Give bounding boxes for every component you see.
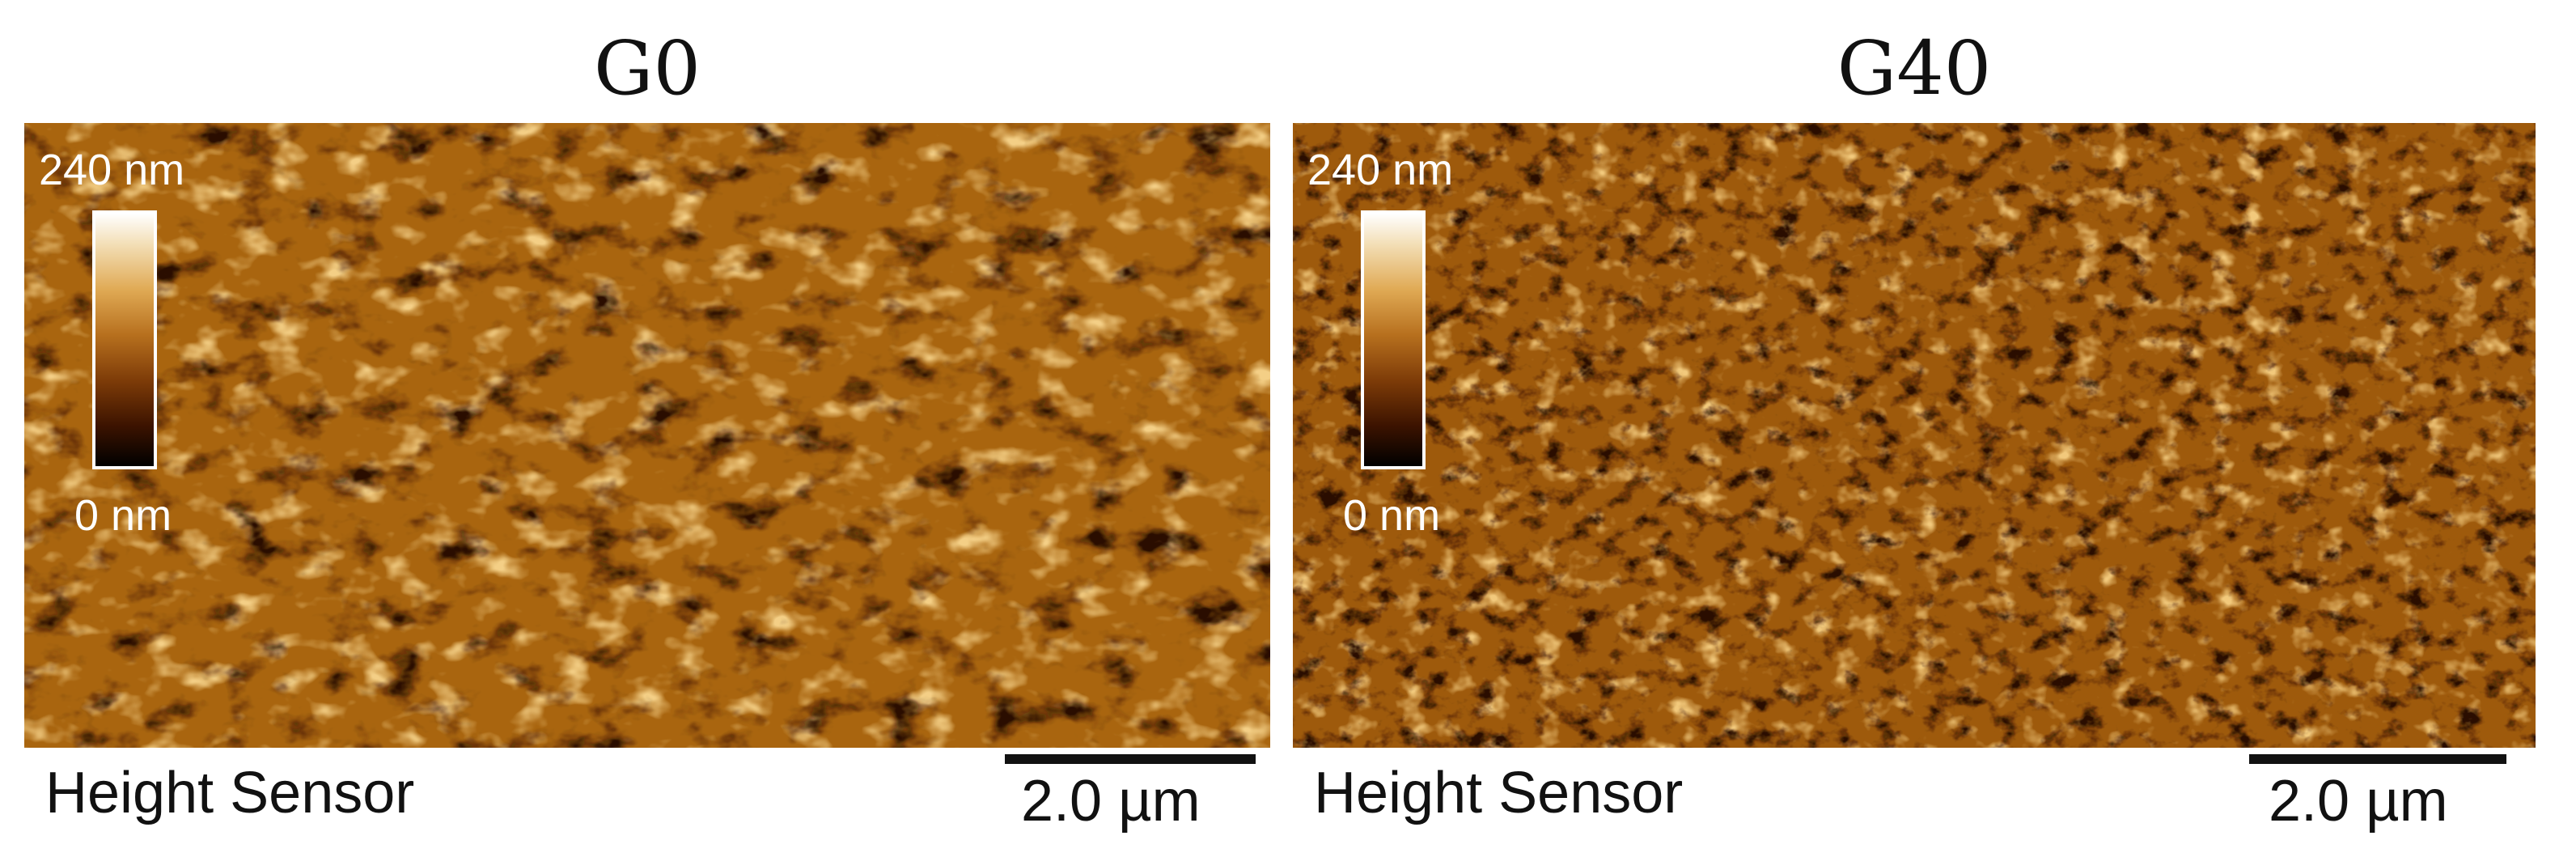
scale-bar-label: 2.0 µm	[2269, 769, 2448, 834]
channel-label: Height Sensor	[45, 761, 415, 825]
colorbar-min-label: 0 nm	[74, 491, 172, 540]
afm-height-image: 240 nm 0 nm	[24, 123, 1270, 748]
afm-texture	[1293, 123, 2536, 748]
colorbar-max-label: 240 nm	[1307, 146, 1454, 194]
height-colorbar	[1361, 210, 1426, 469]
scale-bar	[2249, 754, 2506, 764]
colorbar-max-label: 240 nm	[39, 146, 185, 194]
panel-title: G0	[593, 25, 701, 112]
afm-height-image: 240 nm 0 nm	[1293, 123, 2536, 748]
panel-g40: G40	[1293, 0, 2536, 857]
panel-g0: G0	[24, 0, 1270, 857]
scale-bar	[1005, 754, 1256, 764]
panel-title: G40	[1837, 25, 1992, 112]
channel-label: Height Sensor	[1314, 761, 1684, 825]
afm-texture	[24, 123, 1270, 748]
height-colorbar	[92, 210, 157, 469]
scale-bar-label: 2.0 µm	[1021, 769, 1201, 834]
colorbar-min-label: 0 nm	[1343, 491, 1441, 540]
